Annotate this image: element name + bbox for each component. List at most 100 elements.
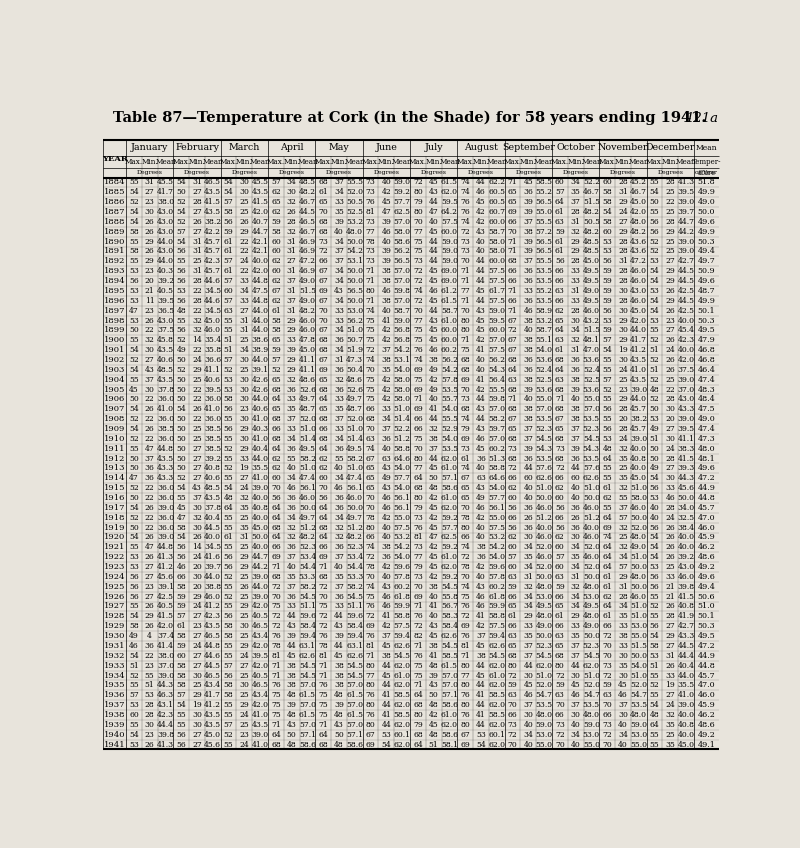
Text: 38: 38 [334, 672, 344, 679]
Text: 38: 38 [523, 416, 534, 423]
Text: 72: 72 [318, 248, 328, 255]
Text: 52: 52 [129, 356, 139, 364]
Text: 39.2: 39.2 [204, 455, 222, 462]
Text: 29: 29 [239, 228, 250, 236]
Text: 58.8: 58.8 [488, 612, 506, 621]
Text: 44: 44 [429, 416, 438, 423]
Text: 61: 61 [318, 188, 328, 196]
Text: 30: 30 [618, 326, 628, 334]
Text: 49.0: 49.0 [299, 277, 316, 285]
Text: 43: 43 [429, 188, 438, 196]
Text: 39.7: 39.7 [204, 563, 222, 571]
Text: 28: 28 [618, 405, 628, 413]
Text: 42: 42 [476, 563, 486, 571]
Text: 48.2: 48.2 [630, 228, 647, 236]
Text: 33: 33 [334, 395, 344, 404]
Text: 27: 27 [666, 465, 675, 472]
Text: 54.5: 54.5 [394, 652, 410, 660]
Text: 62: 62 [602, 593, 612, 600]
Text: 57.7: 57.7 [394, 198, 410, 206]
Text: 52: 52 [224, 573, 234, 581]
Text: 51.0: 51.0 [346, 465, 363, 472]
Text: 72: 72 [413, 178, 422, 187]
Text: 27: 27 [145, 188, 154, 196]
Text: 70: 70 [366, 425, 375, 433]
Text: 31: 31 [618, 257, 628, 265]
Text: 48.1: 48.1 [698, 455, 715, 462]
Text: 44: 44 [429, 237, 438, 246]
Text: 78: 78 [318, 642, 328, 650]
Text: 44: 44 [287, 642, 297, 650]
Text: 58.9: 58.9 [535, 307, 553, 315]
Text: 41: 41 [382, 711, 391, 719]
Text: 52: 52 [224, 593, 234, 600]
Text: 73: 73 [318, 237, 328, 246]
Text: 80: 80 [460, 661, 470, 670]
Text: 57.5: 57.5 [488, 622, 506, 630]
Text: 73: 73 [460, 444, 470, 453]
Text: 50.5: 50.5 [583, 218, 600, 226]
Text: 54.2: 54.2 [394, 346, 410, 354]
Text: 54.3: 54.3 [488, 365, 506, 374]
Text: 36: 36 [570, 365, 581, 374]
Text: 43: 43 [145, 365, 154, 374]
Text: 54.2: 54.2 [346, 248, 363, 255]
Text: 63: 63 [366, 435, 375, 443]
Text: 34: 34 [570, 731, 581, 739]
Text: 44.8: 44.8 [252, 277, 269, 285]
Text: 54: 54 [650, 701, 659, 709]
Text: 50: 50 [334, 731, 344, 739]
Text: 68: 68 [555, 435, 565, 443]
Text: 47: 47 [129, 474, 139, 483]
Text: 53.6: 53.6 [583, 356, 600, 364]
Text: 25: 25 [239, 544, 250, 551]
Text: 42.0: 42.0 [157, 622, 174, 630]
Text: 23: 23 [145, 198, 154, 206]
Text: 40: 40 [523, 484, 533, 492]
Text: 54: 54 [129, 188, 139, 196]
Text: 67: 67 [318, 267, 328, 276]
Text: 29: 29 [666, 228, 675, 236]
Text: 71: 71 [318, 721, 328, 728]
Text: 36: 36 [145, 642, 154, 650]
Text: 26: 26 [239, 583, 250, 591]
Text: 45.6: 45.6 [678, 484, 694, 492]
Text: 64: 64 [318, 533, 328, 542]
Text: 45: 45 [523, 178, 533, 187]
Text: 1894: 1894 [104, 277, 126, 285]
Text: 26: 26 [666, 356, 675, 364]
Text: 53.5: 53.5 [535, 455, 553, 462]
Text: 14: 14 [192, 544, 202, 551]
Text: 1938: 1938 [104, 711, 126, 719]
Text: 49.5: 49.5 [698, 632, 715, 640]
Text: 49.6: 49.6 [698, 277, 715, 285]
Text: 43.5: 43.5 [630, 376, 647, 383]
Text: 57.1: 57.1 [441, 474, 458, 483]
Text: 42.5: 42.5 [678, 287, 694, 295]
Text: 39: 39 [523, 386, 534, 393]
Text: 70: 70 [366, 365, 375, 374]
Text: 58.8: 58.8 [488, 465, 506, 472]
Text: 52.0: 52.0 [630, 523, 647, 532]
Text: 54.5: 54.5 [535, 652, 553, 660]
Text: 57.0: 57.0 [583, 405, 600, 413]
Text: 55: 55 [129, 602, 139, 611]
Text: 29: 29 [618, 228, 628, 236]
Text: 48.1: 48.1 [583, 336, 600, 344]
Text: 42.1: 42.1 [252, 237, 269, 246]
Text: 64.6: 64.6 [488, 474, 506, 483]
Text: 70: 70 [318, 307, 328, 315]
Text: 52.3: 52.3 [346, 544, 363, 551]
Text: 42.0: 42.0 [252, 642, 269, 650]
Text: 63: 63 [555, 573, 565, 581]
Text: 51: 51 [650, 435, 659, 443]
Text: 58.1: 58.1 [441, 740, 458, 749]
Text: 51.4: 51.4 [346, 435, 363, 443]
Text: 53.5: 53.5 [441, 444, 458, 453]
Text: 52.3: 52.3 [299, 544, 316, 551]
Text: 54.2: 54.2 [488, 544, 506, 551]
Text: 47.4: 47.4 [299, 474, 316, 483]
Text: 31: 31 [192, 267, 202, 276]
Text: 68: 68 [555, 652, 565, 660]
Text: 54: 54 [129, 218, 139, 226]
